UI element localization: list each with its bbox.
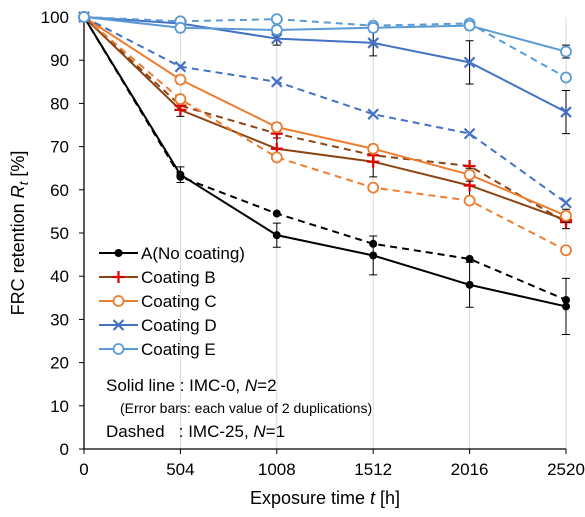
x-tick-labels: 0 504 1008 1512 2016 2520 [79,460,585,479]
series-dashed-line [83,16,567,79]
data-point-dashed [174,60,187,73]
series-dashed-line [83,16,567,301]
data-point-solid [560,106,572,118]
legend-entry: A(No coating) [99,244,245,263]
data-point-solid [367,142,380,155]
data-point-solid [78,11,90,23]
data-point-dashed [463,194,476,207]
y-tick-label: 30 [50,310,69,329]
data-point-solid [270,121,283,134]
legend-marker [112,295,125,307]
legend-marker [112,319,125,331]
data-point-dashed [367,181,380,194]
x-tick-label: 1008 [258,460,296,479]
y-tick-label: 100 [41,8,69,27]
series-3 [78,11,572,209]
x-tick-label: 2016 [451,460,489,479]
data-point-solid [271,32,283,45]
legend-label: Coating D [141,316,217,335]
data-point-solid [465,280,474,289]
legend-marker [114,249,123,257]
note-solid-line: Solid line : IMC-0, N=2 [106,376,277,395]
legend-label: Coating C [141,292,217,311]
y-tick-label: 10 [50,397,69,416]
plot-area [78,11,572,336]
data-point-solid [463,19,476,32]
data-point-dashed [562,295,570,304]
series-4 [78,11,572,84]
y-axis-title: FRC retention Rt [%] [8,151,31,316]
data-point-solid [367,37,379,49]
series-1 [78,11,572,230]
data-point-solid [174,73,187,86]
data-point-solid [367,155,380,168]
x-axis-title: Exposure time t [h] [250,488,400,508]
data-point-solid [369,251,378,260]
series-dashed-line [83,16,567,224]
data-point-dashed [465,254,474,263]
data-point-dashed [174,93,187,105]
series-dashed-line [83,16,567,204]
legend-label: A(No coating) [141,244,245,263]
data-point-dashed [270,151,283,164]
data-point-dashed [560,196,572,209]
legend-entry: Coating D [99,316,217,335]
legend-label: Coating B [141,268,216,287]
y-tick-label: 60 [50,181,69,200]
data-point-solid [272,231,281,240]
x-tick-label: 1512 [354,460,392,479]
data-point-solid [463,56,476,69]
legend: A(No coating) Coating B Coating C Coating D… [99,244,245,359]
note-dashed-line: Dashed : IMC-25, N=1 [106,422,285,441]
data-point-dashed [270,13,283,26]
data-point-solid [560,209,572,222]
data-point-dashed [367,108,379,120]
series-solid-line [83,16,567,308]
legend-entry: Coating B [99,268,216,287]
series-solid-line [83,16,567,53]
legend-marker [112,343,125,355]
series-0 [80,13,570,336]
data-point-dashed [271,76,283,88]
y-tick-label: 70 [50,138,69,157]
legend-marker [112,271,125,283]
x-tick-label: 2520 [547,460,585,479]
data-point-solid [562,302,570,311]
y-tick-label: 40 [50,267,69,286]
data-point-solid [174,103,187,116]
y-tick-label: 0 [60,440,69,459]
data-point-solid [270,24,283,36]
y-tick-label: 80 [50,94,69,113]
data-point-dashed [560,71,572,84]
note-error-bars: (Error bars: each value of 2 duplication… [120,400,372,416]
y-tick-label: 90 [50,51,69,70]
data-point-solid [463,168,476,181]
data-point-solid [176,170,185,179]
data-point-solid [560,45,572,58]
y-tick-labels: 0 10 20 30 40 50 60 70 80 90 100 [41,8,84,459]
data-point-dashed [369,239,378,248]
x-tick-label: 0 [79,460,88,479]
legend-entry: Coating C [99,292,217,311]
series-solid-line [83,16,567,221]
series-solid-line [83,16,567,113]
series-dashed-line [83,16,567,252]
series-solid-line [83,16,567,217]
data-point-solid [367,21,380,34]
data-point-dashed [560,244,572,257]
legend-label: Coating E [141,340,216,359]
series-2 [78,11,572,257]
data-point-dashed [463,127,476,140]
y-tick-label: 20 [50,354,69,373]
data-point-solid [174,21,187,34]
data-point-dashed [272,209,281,218]
vertical-grid [83,17,567,454]
x-tick-label: 504 [166,460,194,479]
y-tick-label: 50 [50,224,69,243]
legend-entry: Coating E [99,340,216,359]
chart-notes: Solid line : IMC-0, N=2 (Error bars: eac… [106,376,372,441]
